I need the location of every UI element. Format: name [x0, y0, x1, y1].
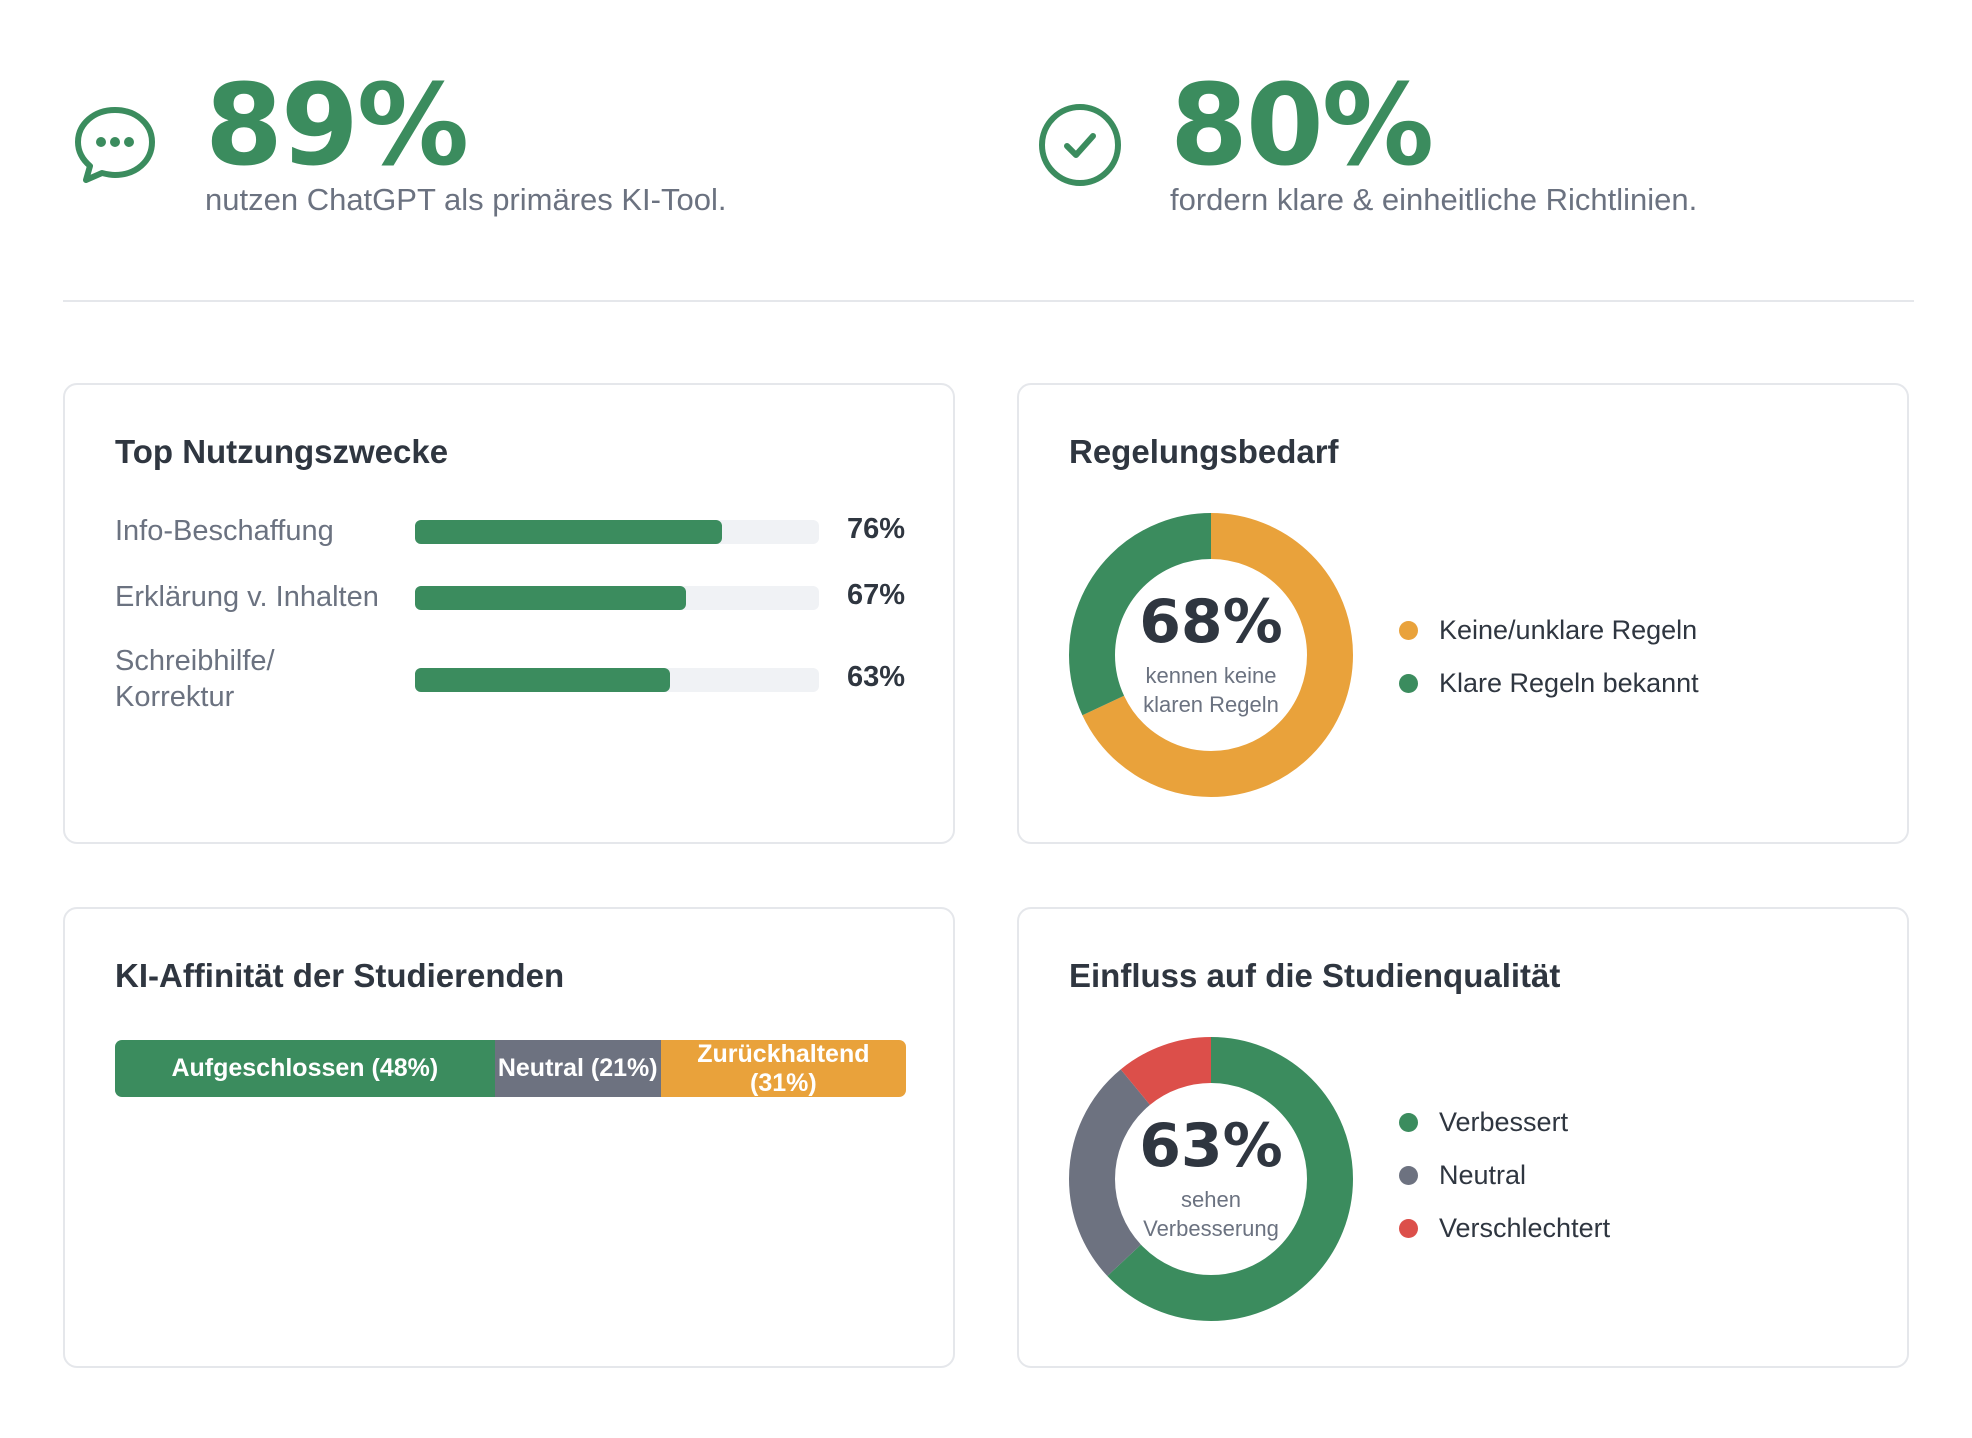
legend: Verbessert Neutral Verschlechtert — [1399, 1107, 1610, 1266]
legend-item: Neutral — [1399, 1160, 1610, 1213]
donut-caption: sehen Verbesserung — [1143, 1187, 1279, 1241]
legend: Keine/unklare Regeln Klare Regeln bekann… — [1399, 615, 1699, 721]
bar-track — [415, 586, 819, 610]
bar-track — [415, 668, 819, 692]
usage-card: Top Nutzungszwecke Info-Beschaffung 76% … — [63, 383, 955, 844]
check-circle-icon — [1039, 104, 1121, 186]
slice-neutral — [1069, 1037, 1353, 1321]
stat-caption: fordern klare & einheitliche Richtlinien… — [1170, 182, 1698, 217]
legend-dot — [1399, 1166, 1418, 1185]
bar-value: 63% — [846, 661, 905, 693]
donut-center: 63% sehen Verbesserung — [1069, 1037, 1353, 1321]
stat-caption: nutzen ChatGPT als primäres KI-Tool. — [205, 182, 727, 217]
bar-fill — [415, 520, 723, 544]
donut-center: 68% kennen keine klaren Regeln — [1069, 513, 1353, 797]
bar-value: 76% — [846, 513, 905, 545]
card-title: Top Nutzungszwecke — [115, 433, 449, 470]
bar-fill — [415, 668, 670, 692]
stat-value: 89% — [205, 61, 469, 191]
bar-track — [415, 520, 819, 544]
legend-dot — [1399, 1113, 1418, 1132]
legend-label: Klare Regeln bekannt — [1439, 668, 1699, 698]
quality-card: Einfluss auf die Studienqualität 63% seh… — [1017, 907, 1909, 1368]
bar-fill — [415, 586, 686, 610]
segment-reserved: Zurückhaltend (31%) — [660, 1040, 906, 1097]
card-title: Einfluss auf die Studienqualität — [1069, 957, 1561, 994]
slice-verschlechtert — [1069, 1037, 1353, 1321]
regulation-card: Regelungsbedarf 68% kennen keine klaren … — [1017, 383, 1909, 844]
legend-dot — [1399, 1219, 1418, 1238]
stacked-bar: Aufgeschlossen (48%) Neutral (21%) Zurüc… — [115, 1040, 906, 1097]
bar-label: Erklärung v. Inhalten — [115, 581, 379, 613]
legend-item: Verbessert — [1399, 1107, 1610, 1160]
bar-label: Schreibhilfe/ Korrektur — [115, 645, 275, 713]
regulation-donut — [1069, 513, 1353, 797]
divider — [63, 300, 1914, 302]
legend-label: Verschlechtert — [1439, 1213, 1611, 1243]
legend-dot — [1399, 621, 1418, 640]
card-title: Regelungsbedarf — [1069, 433, 1339, 470]
slice-klare-regeln — [1069, 513, 1353, 797]
legend-label: Neutral — [1439, 1160, 1527, 1190]
legend-dot — [1399, 674, 1418, 693]
usage-bar-row: Schreibhilfe/ Korrektur 63% — [115, 643, 905, 719]
bar-label: Info-Beschaffung — [115, 515, 334, 547]
quality-donut — [1069, 1037, 1353, 1321]
donut-value: 68% — [1139, 587, 1283, 657]
legend-label: Verbessert — [1439, 1107, 1569, 1137]
chat-bubble-icon — [75, 107, 155, 183]
donut-value: 63% — [1139, 1111, 1283, 1181]
segment-neutral: Neutral (21%) — [494, 1040, 661, 1097]
legend-item: Klare Regeln bekannt — [1399, 668, 1699, 721]
legend-label: Keine/unklare Regeln — [1439, 615, 1698, 645]
card-title: KI-Affinität der Studierenden — [115, 957, 565, 994]
legend-item: Keine/unklare Regeln — [1399, 615, 1699, 668]
stat-value: 80% — [1170, 61, 1434, 191]
affinity-card: KI-Affinität der Studierenden Aufgeschlo… — [63, 907, 955, 1368]
usage-bar-row: Erklärung v. Inhalten 67% — [115, 579, 905, 619]
bar-value: 67% — [846, 579, 905, 611]
usage-bar-row: Info-Beschaffung 76% — [115, 513, 905, 553]
legend-item: Verschlechtert — [1399, 1213, 1610, 1266]
segment-open: Aufgeschlossen (48%) — [115, 1040, 495, 1097]
donut-caption: kennen keine klaren Regeln — [1143, 663, 1279, 717]
